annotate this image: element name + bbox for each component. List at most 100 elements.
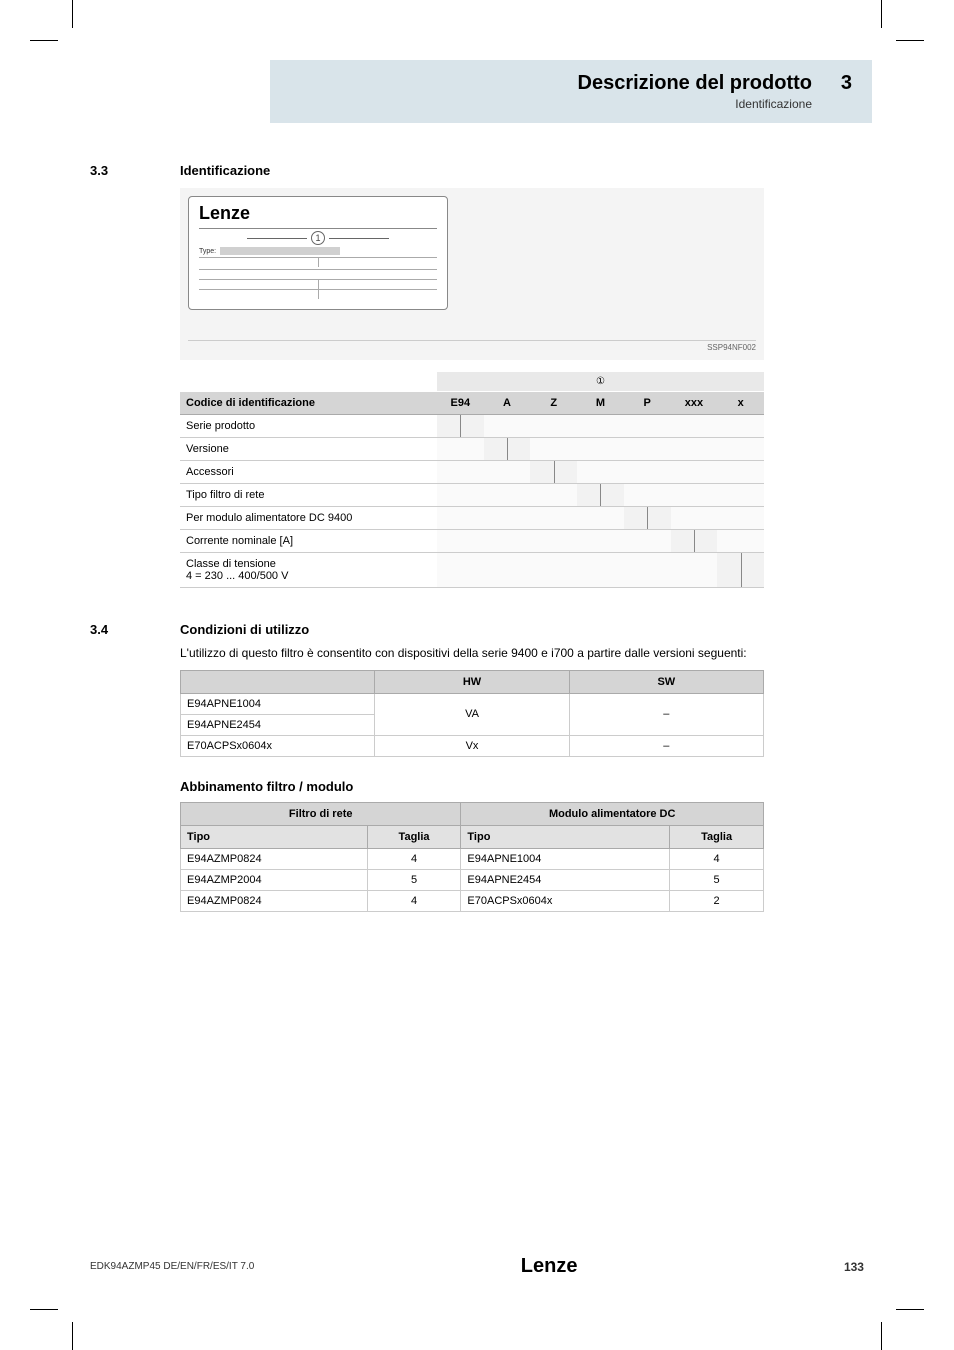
table-row: E94APNE1004 VA – [181,693,764,714]
col-header [181,670,375,693]
section-title: Condizioni di utilizzo [180,622,309,637]
compatibility-table: HW SW E94APNE1004 VA – E94APNE2454 E70AC… [180,670,764,757]
table-sub-header-row: Tipo Taglia Tipo Taglia [181,825,764,848]
page-footer: EDK94AZMP45 DE/EN/FR/ES/IT 7.0 Lenze 133 [90,1255,864,1278]
table-row: E94AZMP2004 5 E94APNE2454 5 [181,869,764,890]
group-header: Filtro di rete [181,802,461,825]
group-header: Modulo alimentatore DC [461,802,764,825]
header-band: Descrizione del prodotto Identificazione… [270,60,872,123]
table-row: Per modulo alimentatore DC 9400 [180,507,764,530]
section-conditions: 3.4 Condizioni di utilizzo [90,622,864,637]
crop-mark [30,1309,58,1310]
crop-mark [72,1322,73,1350]
cell: 2 [670,890,764,911]
crop-mark [881,1322,882,1350]
footer-docid: EDK94AZMP45 DE/EN/FR/ES/IT 7.0 [90,1261,254,1272]
nameplate-type-label: Type: [199,248,216,255]
cell: E70ACPSx0604x [461,890,670,911]
col-header: SW [569,670,763,693]
cell: 5 [367,869,461,890]
table-header-row: HW SW [181,670,764,693]
header-title: Descrizione del prodotto [290,72,812,95]
table-row: Corrente nominale [A] [180,530,764,553]
footer-page-number: 133 [844,1260,864,1274]
crop-mark [881,0,882,28]
nameplate-type-field [220,247,340,255]
id-code-col: E94 [437,392,484,415]
table-row: E94AZMP0824 4 E70ACPSx0604x 2 [181,890,764,911]
cell: 4 [367,848,461,869]
id-table-header-row: Codice di identificazione E94 A Z M P xx… [180,392,764,415]
cell-sw: – [569,735,763,756]
callout-circle-icon: 1 [311,231,325,245]
nameplate: Lenze 1 Type: [188,196,448,310]
cell: 4 [367,890,461,911]
id-code-col: A [484,392,531,415]
section-number: 3.3 [90,163,180,178]
sub-header: Taglia [367,825,461,848]
table-row: E70ACPSx0604x Vx – [181,735,764,756]
section-intro-text: L'utilizzo di questo filtro è consentito… [180,645,864,662]
id-code-col: x [717,392,764,415]
header-title-block: Descrizione del prodotto Identificazione [290,72,812,111]
table-row: Serie prodotto [180,415,764,438]
cell-sw: – [569,693,763,735]
cell-model: E94APNE1004 [181,693,375,714]
nameplate-row [199,279,437,289]
nameplate-callout: 1 [199,231,437,245]
id-code-col: xxx [671,392,718,415]
page-content: Descrizione del prodotto Identificazione… [0,0,954,952]
id-row-label: Tipo filtro di rete [180,484,437,507]
crop-mark [30,40,58,41]
header-subtitle: Identificazione [290,97,812,111]
id-code-col: Z [530,392,577,415]
table-row: Accessori [180,461,764,484]
footer-logo: Lenze [521,1255,578,1278]
sub-header: Taglia [670,825,764,848]
table-row: Tipo filtro di rete [180,484,764,507]
identification-table: ① Codice di identificazione E94 A Z M P … [180,372,764,588]
sub-header: Tipo [461,825,670,848]
section-title: Identificazione [180,163,270,178]
id-table-callout-header: ① [437,372,764,392]
cell: 4 [670,848,764,869]
id-row-label: Corrente nominale [A] [180,530,437,553]
table-row: Versione [180,438,764,461]
crop-mark [72,0,73,28]
nameplate-ssp-code: SSP94NF002 [188,340,756,352]
cell: E94AZMP0824 [181,848,368,869]
pairing-heading: Abbinamento filtro / modulo [180,779,864,794]
id-row-label: Serie prodotto [180,415,437,438]
col-header: HW [375,670,569,693]
cell: 5 [670,869,764,890]
cell-model: E70ACPSx0604x [181,735,375,756]
table-row: Classe di tensione 4 = 230 ... 400/500 V [180,553,764,588]
nameplate-row [199,269,437,279]
nameplate-row [199,289,437,299]
section-identification: 3.3 Identificazione [90,163,864,178]
crop-mark [896,40,924,41]
table-group-header-row: Filtro di rete Modulo alimentatore DC [181,802,764,825]
pairing-table: Filtro di rete Modulo alimentatore DC Ti… [180,802,764,912]
section-number: 3.4 [90,622,180,637]
id-row-label: Classe di tensione 4 = 230 ... 400/500 V [180,553,437,588]
id-row-label: Versione [180,438,437,461]
cell-model: E94APNE2454 [181,714,375,735]
id-code-col: M [577,392,624,415]
cell-hw: VA [375,693,569,735]
cell-hw: Vx [375,735,569,756]
nameplate-row [199,257,437,267]
cell: E94APNE1004 [461,848,670,869]
id-row-label: Accessori [180,461,437,484]
table-row: E94AZMP0824 4 E94APNE1004 4 [181,848,764,869]
nameplate-type-row: Type: [199,247,437,255]
cell: E94AZMP2004 [181,869,368,890]
id-code-col: P [624,392,671,415]
cell: E94APNE2454 [461,869,670,890]
id-row-label: Per modulo alimentatore DC 9400 [180,507,437,530]
header-chapter-number: 3 [812,72,852,95]
crop-mark [896,1309,924,1310]
nameplate-logo: Lenze [199,203,437,224]
sub-header: Tipo [181,825,368,848]
id-table-header-label: Codice di identificazione [180,392,437,415]
